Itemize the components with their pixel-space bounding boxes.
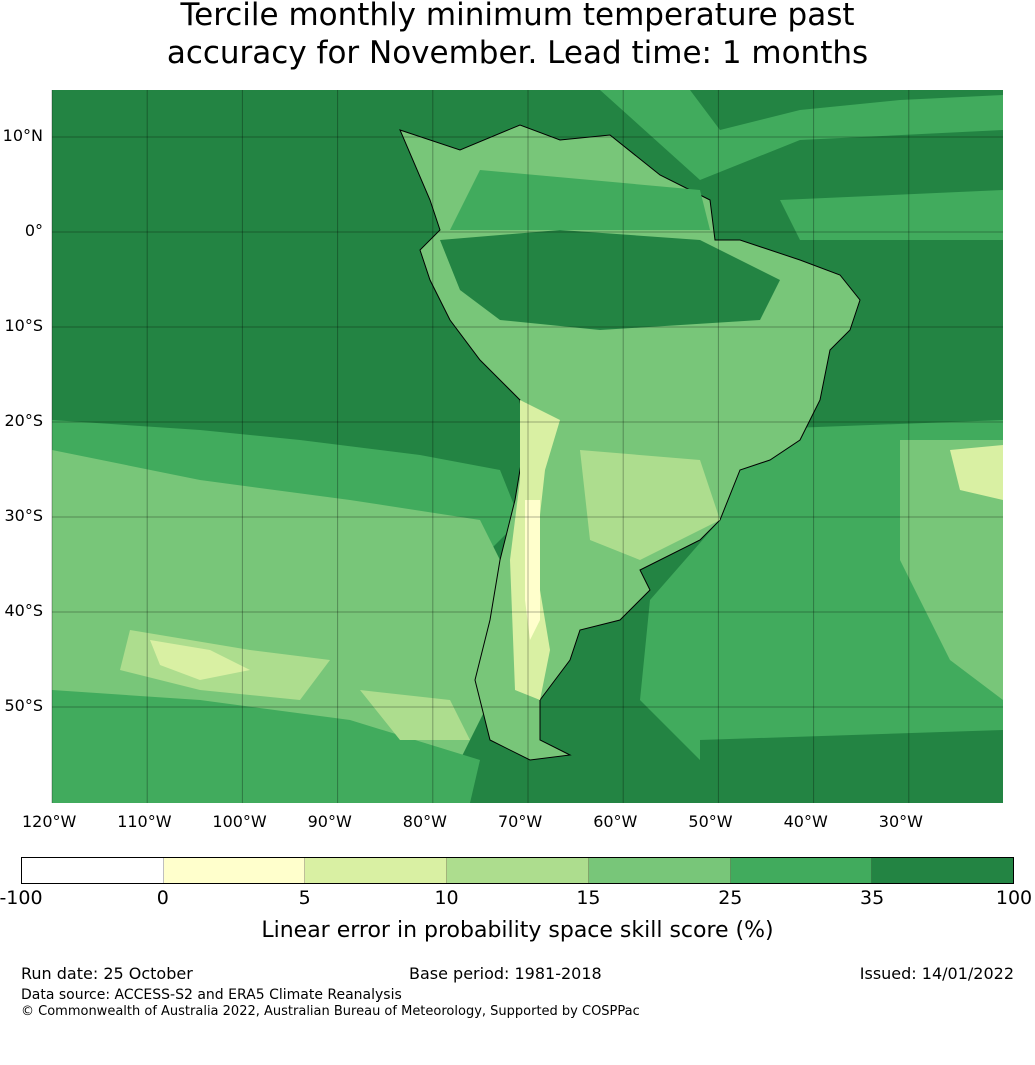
run-date: Run date: 25 October bbox=[21, 964, 193, 983]
colorbar-segment bbox=[730, 858, 873, 883]
title-line-1: Tercile monthly minimum temperature past bbox=[180, 0, 855, 33]
colorbar-segment bbox=[447, 858, 589, 883]
lon-label: 60°W bbox=[593, 812, 638, 831]
colorbar-tick: 0 bbox=[156, 887, 169, 909]
colorbar-segment bbox=[872, 858, 1014, 883]
chart-title: Tercile monthly minimum temperature past… bbox=[0, 0, 1035, 72]
lat-label: 10°N bbox=[2, 126, 43, 145]
lat-label: 20°S bbox=[4, 411, 43, 430]
colorbar-label: Linear error in probability space skill … bbox=[261, 918, 774, 943]
colorbar-tick: 35 bbox=[860, 887, 885, 909]
colorbar-segment bbox=[22, 858, 164, 883]
lat-label: 40°S bbox=[4, 601, 43, 620]
lon-label: 80°W bbox=[402, 812, 447, 831]
data-source: Data source: ACCESS-S2 and ERA5 Climate … bbox=[21, 987, 402, 1003]
lon-label: 120°W bbox=[22, 812, 77, 831]
colorbar-tick: -100 bbox=[0, 887, 43, 909]
lon-label: 90°W bbox=[307, 812, 352, 831]
lat-label: 30°S bbox=[4, 506, 43, 525]
skill-regions bbox=[52, 90, 1003, 803]
colorbar-segment bbox=[588, 858, 731, 883]
lon-label: 100°W bbox=[212, 812, 267, 831]
colorbar-tick: 10 bbox=[434, 887, 459, 909]
colorbar-tick: 15 bbox=[576, 887, 601, 909]
lat-label: 0° bbox=[24, 221, 43, 240]
lat-label: 50°S bbox=[4, 696, 43, 715]
colorbar-segment bbox=[163, 858, 306, 883]
lon-label: 50°W bbox=[688, 812, 733, 831]
colorbar-segment bbox=[305, 858, 448, 883]
issued-date: Issued: 14/01/2022 bbox=[859, 964, 1014, 983]
lon-label: 40°W bbox=[783, 812, 828, 831]
lon-label: 70°W bbox=[498, 812, 543, 831]
colorbar-tick: 25 bbox=[718, 887, 743, 909]
lat-label: 10°S bbox=[4, 316, 43, 335]
colorbar-tick: 100 bbox=[995, 887, 1033, 909]
lon-label: 30°W bbox=[878, 812, 923, 831]
title-line-2: accuracy for November. Lead time: 1 mont… bbox=[166, 35, 869, 71]
colorbar bbox=[21, 857, 1014, 884]
base-period: Base period: 1981-2018 bbox=[409, 964, 602, 983]
gridlines bbox=[51, 90, 1003, 803]
colorbar-tick: 5 bbox=[298, 887, 311, 909]
lon-label: 110°W bbox=[117, 812, 172, 831]
copyright: © Commonwealth of Australia 2022, Austra… bbox=[21, 1004, 640, 1019]
skill-score-map bbox=[51, 90, 1003, 803]
